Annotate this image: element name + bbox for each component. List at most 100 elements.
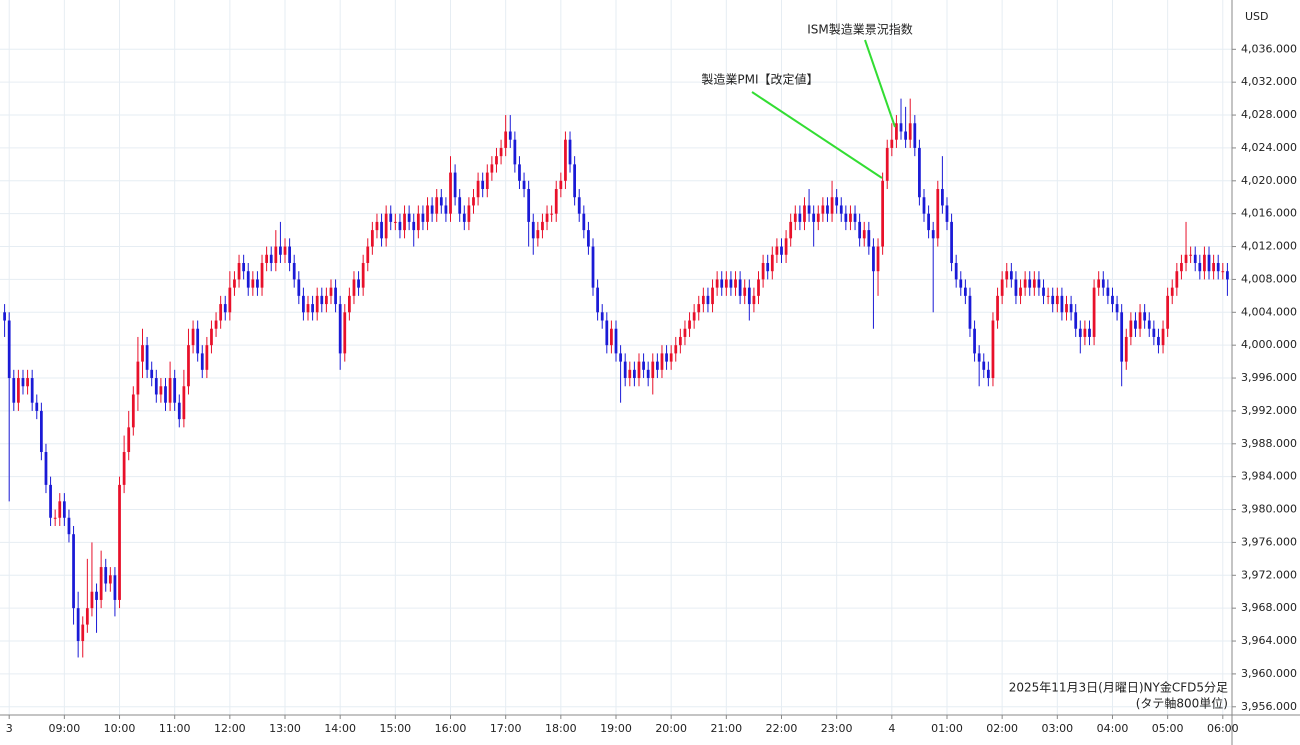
candle-body <box>531 221 535 239</box>
candle-body <box>895 123 898 140</box>
candle-body <box>118 484 121 600</box>
candle-body <box>936 189 940 239</box>
candle-body <box>352 279 356 296</box>
candle-body <box>734 279 737 288</box>
candle-body <box>729 279 733 288</box>
candle-body <box>462 213 466 222</box>
candle-body <box>453 172 457 198</box>
candle-body <box>688 320 691 329</box>
candle-body <box>614 328 618 354</box>
candle-body <box>233 279 236 288</box>
y-tick-label: 3,992.000 <box>1241 404 1297 417</box>
candle-body <box>527 189 531 222</box>
candle-body <box>274 246 278 263</box>
candle-body <box>743 287 747 296</box>
candle-body <box>807 205 811 214</box>
candle-body <box>306 304 310 313</box>
candle-body <box>472 197 475 206</box>
y-tick-label: 3,956.000 <box>1241 700 1297 713</box>
candle-body <box>536 230 540 239</box>
candle-body <box>701 295 705 305</box>
candle-body <box>1019 287 1022 296</box>
candle-body <box>58 501 62 518</box>
candle-body <box>605 320 609 346</box>
candle-body <box>793 213 797 222</box>
candle-body <box>789 221 793 239</box>
candle-body <box>196 328 200 354</box>
candle-body <box>1212 262 1215 272</box>
candle-body <box>315 295 319 313</box>
candle-body <box>17 378 20 403</box>
candle-body <box>1138 312 1142 329</box>
x-tick-label: 20:00 <box>655 722 687 735</box>
x-tick-label: 3 <box>6 722 13 735</box>
candle-body <box>692 312 696 321</box>
candle-body <box>154 378 158 395</box>
footer-note: (タテ軸800単位) <box>1136 696 1228 711</box>
candle-body <box>223 304 227 313</box>
candle-body <box>1060 295 1064 313</box>
candle-body <box>600 312 604 321</box>
candle-body <box>200 353 204 370</box>
candle-body <box>761 262 765 280</box>
candle-body <box>1226 271 1229 280</box>
x-tick-label: 13:00 <box>269 722 301 735</box>
candle-body <box>338 304 342 354</box>
candle-body <box>1111 295 1114 305</box>
y-tick-label: 4,004.000 <box>1241 305 1297 318</box>
candle-body <box>941 189 944 206</box>
candle-body <box>53 517 57 519</box>
candle-body <box>439 197 443 206</box>
candle-body <box>168 378 172 403</box>
candle-body <box>467 205 471 222</box>
candle-body <box>853 213 857 222</box>
y-tick-label: 4,024.000 <box>1241 141 1297 154</box>
candle-body <box>711 287 714 305</box>
candle-body <box>1055 295 1059 305</box>
footer-title: 2025年11月3日(月曜日)NY金CFD5分足 <box>1009 680 1228 695</box>
x-tick-label: 23:00 <box>821 722 853 735</box>
candle-body <box>697 304 701 313</box>
candle-body <box>292 262 296 280</box>
candle-body <box>550 213 554 215</box>
candle-body <box>591 246 595 288</box>
candle-body <box>141 345 144 362</box>
x-tick-label: 11:00 <box>159 722 191 735</box>
y-tick-label: 4,016.000 <box>1241 207 1297 220</box>
candle-body <box>95 591 98 600</box>
candle-body <box>890 139 894 148</box>
candle-body <box>62 501 66 518</box>
y-tick-label: 3,996.000 <box>1241 371 1297 384</box>
candle-body <box>49 484 52 518</box>
candle-body <box>108 575 112 584</box>
candle-body <box>545 213 549 222</box>
candle-body <box>325 295 328 305</box>
candle-body <box>1120 312 1124 362</box>
candle-body <box>407 213 411 222</box>
candle-body <box>1134 320 1137 329</box>
candle-body <box>256 279 259 288</box>
y-tick-label: 3,976.000 <box>1241 535 1297 548</box>
candle-body <box>1009 271 1013 280</box>
candle-body <box>867 230 871 247</box>
candle-body <box>1184 254 1188 263</box>
y-tick-label: 3,984.000 <box>1241 470 1297 483</box>
y-tick-label: 3,980.000 <box>1241 503 1297 516</box>
currency-label: USD <box>1245 10 1269 23</box>
candle-body <box>1078 328 1082 337</box>
candle-body <box>738 279 742 296</box>
candle-body <box>1193 254 1197 263</box>
x-tick-label: 14:00 <box>324 722 356 735</box>
candle-body <box>495 156 498 165</box>
candle-body <box>1074 312 1078 329</box>
candle-body <box>72 534 75 609</box>
candle-body <box>844 213 848 222</box>
candle-body <box>1106 287 1110 296</box>
candle-body <box>173 378 177 403</box>
candle-body <box>1203 254 1206 272</box>
candle-body <box>490 164 494 173</box>
candle-body <box>573 164 577 198</box>
candle-body <box>297 279 301 296</box>
candle-body <box>1207 254 1211 272</box>
